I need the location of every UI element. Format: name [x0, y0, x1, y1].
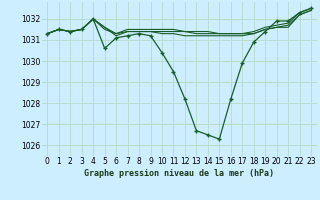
- X-axis label: Graphe pression niveau de la mer (hPa): Graphe pression niveau de la mer (hPa): [84, 169, 274, 178]
